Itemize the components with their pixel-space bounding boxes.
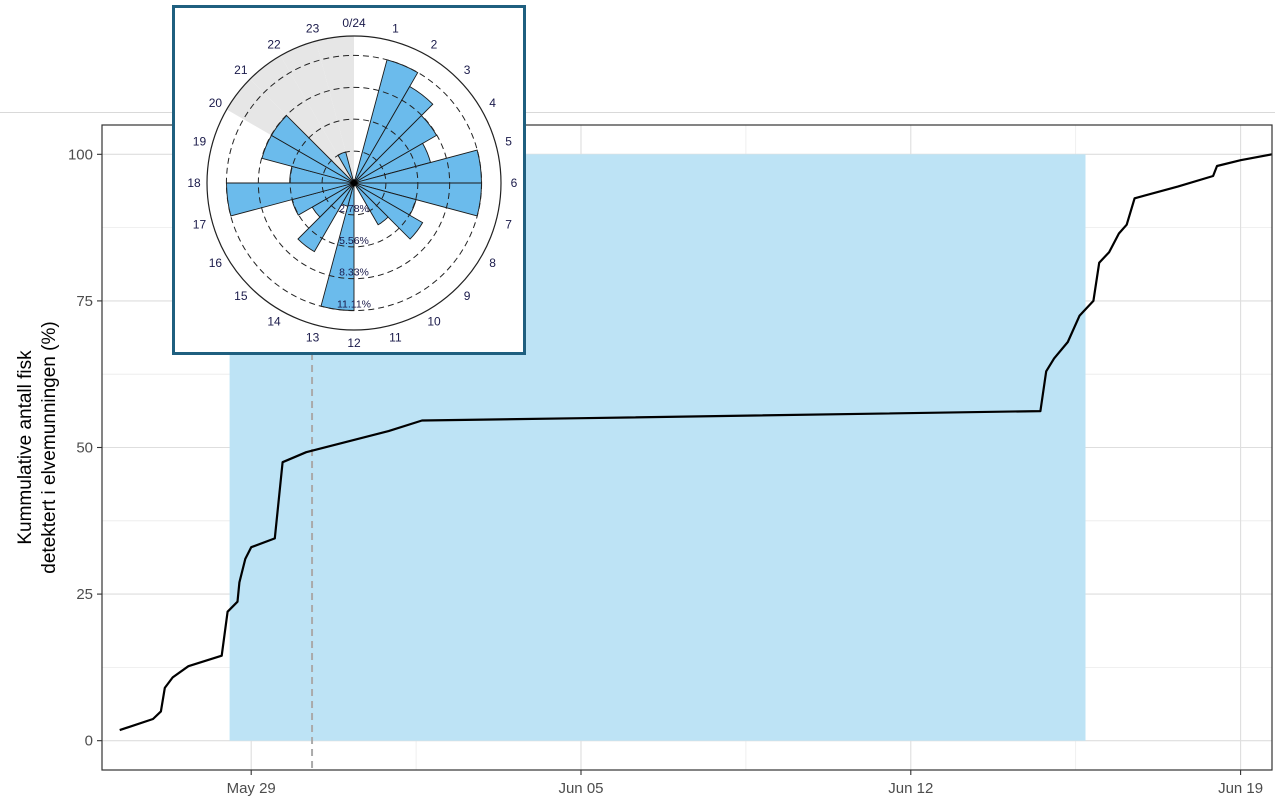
hour-label: 5	[505, 135, 512, 149]
polar-bar	[297, 182, 355, 253]
polar-bar-chart: 0/24 123456789101112131415161718192021222…	[187, 16, 518, 350]
y-tick-label: 25	[76, 586, 93, 603]
ring-value-label: 2.78%	[339, 203, 369, 215]
hour-label: 11	[389, 331, 402, 345]
x-tick-label: May 29	[227, 780, 276, 797]
hour-label: 20	[209, 96, 223, 110]
hour-label: 10	[427, 315, 441, 329]
polar-ring	[289, 118, 419, 248]
polar-ring	[257, 86, 451, 280]
y-tick-label: 100	[68, 146, 93, 163]
hour-label: 9	[464, 289, 471, 303]
y-tick-label: 75	[76, 293, 93, 310]
night-shade-wedge	[280, 41, 354, 183]
hour-label: 21	[234, 63, 248, 77]
top-divider	[0, 112, 1275, 113]
polar-bar	[353, 182, 424, 240]
hour-label: 23	[306, 21, 320, 35]
hour-label: 6	[511, 176, 518, 190]
hour-label: 1	[392, 21, 399, 35]
polar-ring	[225, 54, 483, 312]
hour-label: 17	[193, 217, 207, 231]
hour-label: 8	[489, 256, 496, 270]
y-tick-label: 0	[85, 733, 93, 750]
hour-label: 4	[489, 96, 496, 110]
y-axis-label-line2: detektert i elvemunningen (%)	[39, 321, 60, 573]
hour-label: 12	[347, 336, 361, 350]
hour-label: 0/24	[342, 16, 366, 30]
hour-label: 3	[464, 63, 471, 77]
hour-label: 16	[209, 256, 223, 270]
polar-outer-ring	[206, 35, 502, 331]
hour-label: 15	[234, 289, 248, 303]
hour-label: 13	[306, 331, 320, 345]
hour-label: 14	[267, 315, 281, 329]
hour-label: 19	[193, 135, 207, 149]
ring-value-label: 8.33%	[339, 267, 369, 279]
y-tick-label: 50	[76, 440, 93, 457]
x-axis: May 29 Jun 05 Jun 12 Jun 19	[227, 770, 1263, 797]
x-tick-label: Jun 05	[558, 780, 603, 797]
cumulative-series-line	[119, 153, 1273, 732]
polar-ring	[321, 150, 387, 216]
polar-inset-panel: 0/24 1 2 3 4 5 6 7 8 9 10 11 12 13 14 15 16 17 18 19 20 21 22 2…	[172, 5, 526, 355]
x-tick-label: Jun 12	[888, 780, 933, 797]
polar-bar	[353, 182, 389, 226]
polar-bar	[353, 85, 434, 184]
hour-label: 22	[267, 37, 281, 51]
ring-value-label: 5.56%	[339, 235, 369, 247]
night-shade-wedge	[250, 55, 354, 183]
y-axis-label: Kummulative antall fisk	[15, 350, 36, 545]
night-shade-wedge	[315, 36, 354, 183]
hour-label: 18	[187, 176, 201, 190]
y-axis: 0 25 50 75 100	[68, 146, 102, 750]
polar-center-marker	[350, 179, 358, 187]
hour-label: 2	[431, 37, 438, 51]
hour-label: 7	[505, 217, 512, 231]
x-tick-label: Jun 19	[1218, 780, 1263, 797]
ring-value-label: 11.11%	[337, 299, 371, 311]
